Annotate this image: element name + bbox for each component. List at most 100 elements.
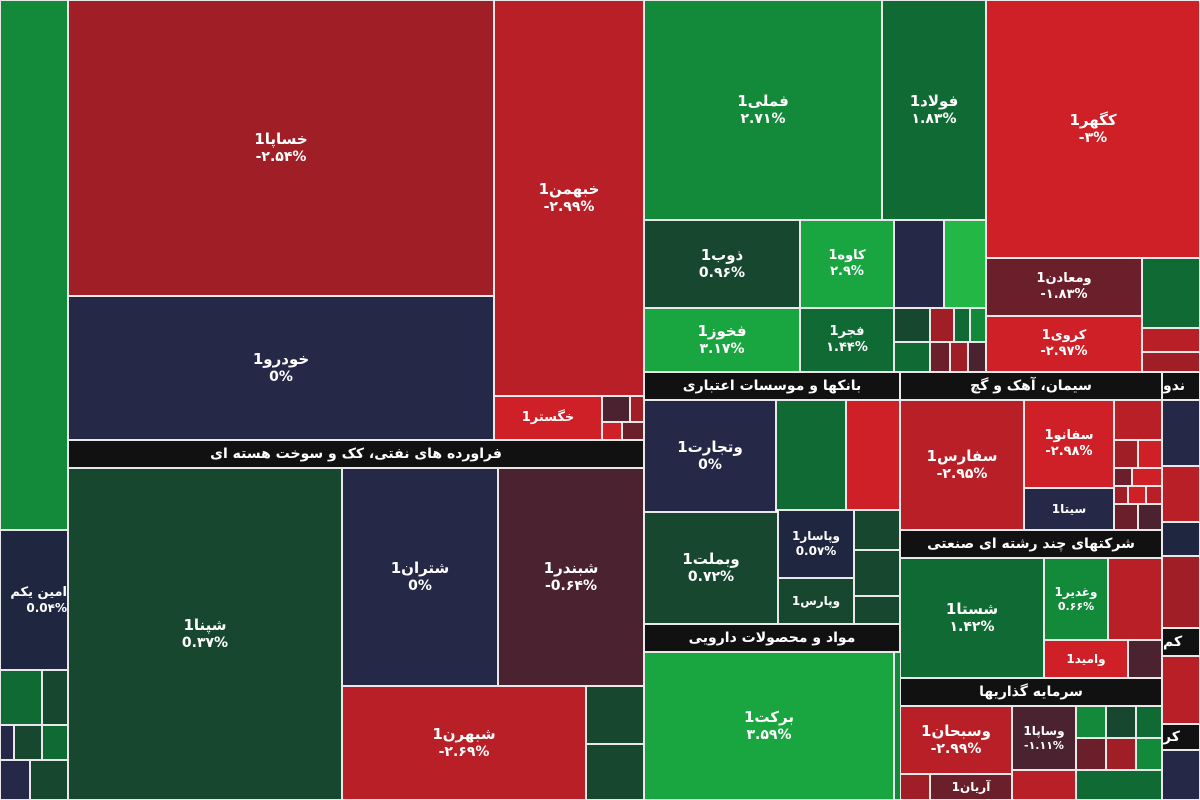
heatmap-tile[interactable] (894, 220, 944, 308)
heatmap-tile[interactable] (602, 422, 622, 440)
heatmap-tile[interactable] (776, 400, 846, 510)
heatmap-tile[interactable] (602, 396, 630, 422)
heatmap-tile-kgohar[interactable]: کگهر1 -۳% (986, 0, 1200, 258)
heatmap-tile-khbahman[interactable]: خبهمن1 -۲.۹۹% (494, 0, 644, 396)
heatmap-tile-arian[interactable]: آریان1 (930, 774, 1012, 800)
heatmap-tile[interactable] (622, 422, 644, 440)
heatmap-tile-foolad[interactable]: فولاد1 ۱.۸۳% (882, 0, 986, 220)
heatmap-tile-shatran[interactable]: شتران1 0% (342, 468, 498, 686)
sector-header-oil: فراورده های نفتی، کک و سوخت هسته ای (68, 440, 644, 468)
heatmap-tile-khgostar[interactable]: خگستر1 (494, 396, 602, 440)
heatmap-tile[interactable] (1162, 522, 1200, 556)
heatmap-tile[interactable] (1114, 486, 1128, 504)
heatmap-tile-vbemellat[interactable]: وبملت1 0.۷۲% (644, 512, 778, 624)
tile-change: ۳.۱۷% (699, 340, 745, 357)
heatmap-tile[interactable] (894, 308, 930, 342)
heatmap-tile[interactable] (0, 0, 68, 530)
heatmap-tile-shpana[interactable]: شپنا1 0.۳۷% (68, 468, 342, 800)
heatmap-tile-fajr[interactable]: فجر1 ۱.۴۴% (800, 308, 894, 372)
heatmap-tile-kravi[interactable]: کروی1 -۲.۹۷% (986, 316, 1142, 372)
heatmap-tile[interactable] (846, 400, 900, 510)
heatmap-tile-vsbhan[interactable]: وسبحان1 -۲.۹۹% (900, 706, 1012, 774)
heatmap-tile[interactable] (1136, 738, 1162, 770)
heatmap-tile-fkhooz[interactable]: فخوز1 ۳.۱۷% (644, 308, 800, 372)
heatmap-tile[interactable] (0, 760, 30, 800)
heatmap-tile-vpasar[interactable]: وپاسار1 0.0۷% (778, 510, 854, 578)
heatmap-tile[interactable] (586, 686, 644, 744)
heatmap-tile[interactable] (1012, 770, 1076, 800)
heatmap-tile-fameli[interactable]: فملی1 ۲.۷۱% (644, 0, 882, 220)
heatmap-tile-barekat[interactable]: برکت1 ۳.۵۹% (644, 652, 894, 800)
heatmap-tile[interactable] (42, 670, 68, 725)
heatmap-tile[interactable] (970, 308, 986, 342)
heatmap-tile[interactable] (900, 774, 930, 800)
heatmap-tile-khesapa[interactable]: خساپا1 -۲.۵۴% (68, 0, 494, 296)
heatmap-tile[interactable] (894, 342, 930, 372)
heatmap-tile[interactable] (1106, 706, 1136, 738)
heatmap-tile[interactable] (1162, 466, 1200, 522)
heatmap-tile-vtejarat[interactable]: وتجارت1 0% (644, 400, 776, 512)
heatmap-tile[interactable] (854, 550, 900, 596)
heatmap-tile[interactable] (954, 308, 970, 342)
heatmap-tile-sfano[interactable]: سفانو1 -۲.۹۸% (1024, 400, 1114, 488)
heatmap-tile-shasta[interactable]: شستا1 ۱.۴۲% (900, 558, 1044, 678)
heatmap-tile[interactable] (42, 725, 68, 760)
tile-symbol: شبهرن1 (432, 725, 496, 744)
heatmap-tile[interactable] (0, 725, 14, 760)
heatmap-tile-vamid[interactable]: وامید1 (1044, 640, 1128, 678)
heatmap-tile-sita[interactable]: سیتا1 (1024, 488, 1114, 530)
heatmap-tile[interactable] (1142, 352, 1200, 372)
heatmap-tile[interactable] (1076, 706, 1106, 738)
heatmap-tile[interactable] (1162, 556, 1200, 628)
heatmap-tile[interactable] (1106, 738, 1136, 770)
heatmap-tile[interactable] (30, 760, 68, 800)
heatmap-tile-zob[interactable]: ذوب1 0.۹۶% (644, 220, 800, 308)
heatmap-tile[interactable] (1146, 486, 1162, 504)
heatmap-tile[interactable] (1132, 468, 1162, 486)
heatmap-tile[interactable] (1076, 738, 1106, 770)
heatmap-tile-sfars[interactable]: سفارس1 -۲.۹۵% (900, 400, 1024, 530)
heatmap-tile-kaveh[interactable]: کاوه1 ۲.۹% (800, 220, 894, 308)
heatmap-tile[interactable] (930, 342, 950, 372)
heatmap-tile[interactable] (586, 744, 644, 800)
heatmap-tile-vpars[interactable]: وپارس1 (778, 578, 854, 624)
heatmap-tile[interactable] (1114, 400, 1162, 440)
heatmap-tile[interactable] (854, 596, 900, 624)
heatmap-tile[interactable] (968, 342, 986, 372)
heatmap-tile[interactable] (1162, 656, 1200, 724)
heatmap-tile[interactable] (1114, 468, 1132, 486)
heatmap-tile[interactable] (1138, 504, 1162, 530)
heatmap-tile[interactable] (1142, 328, 1200, 352)
heatmap-tile[interactable] (1138, 440, 1162, 468)
heatmap-tile-vghadir[interactable]: وغدیر1 0.۶۶% (1044, 558, 1108, 640)
heatmap-tile[interactable] (14, 725, 42, 760)
heatmap-tile[interactable] (930, 308, 954, 342)
heatmap-tile[interactable] (0, 670, 42, 725)
heatmap-tile-vsapa[interactable]: وساپا1 -۱.۱۱% (1012, 706, 1076, 770)
heatmap-tile-amin[interactable]: امین یکم 0.0۴% (0, 530, 68, 670)
heatmap-tile[interactable] (1114, 504, 1138, 530)
heatmap-tile[interactable] (1136, 706, 1162, 738)
tile-symbol: فولاد1 (909, 92, 959, 111)
heatmap-tile[interactable] (1128, 486, 1146, 504)
heatmap-tile[interactable] (1162, 750, 1200, 800)
heatmap-tile[interactable] (1162, 400, 1200, 466)
tile-change: ۲.۷۱% (740, 110, 786, 127)
tile-symbol: کگهر1 (1069, 111, 1117, 130)
heatmap-tile[interactable] (1076, 770, 1162, 800)
heatmap-tile[interactable] (1114, 440, 1138, 468)
heatmap-tile[interactable] (950, 342, 968, 372)
heatmap-tile[interactable] (630, 396, 644, 422)
heatmap-tile-shbandar[interactable]: شبندر1 -0.۶۴% (498, 468, 644, 686)
heatmap-tile[interactable] (944, 220, 986, 308)
heatmap-tile[interactable] (854, 510, 900, 550)
heatmap-tile[interactable] (1128, 640, 1162, 678)
heatmap-tile-khodro[interactable]: خودرو1 0% (68, 296, 494, 440)
tile-change: 0.۹۶% (698, 264, 746, 281)
tile-change: 0% (698, 456, 722, 473)
heatmap-tile[interactable] (1108, 558, 1162, 640)
heatmap-tile[interactable] (1142, 258, 1200, 328)
heatmap-tile-vamaaden[interactable]: ومعادن1 -۱.۸۳% (986, 258, 1142, 316)
sector-header-right-b: کر (1162, 724, 1200, 750)
heatmap-tile-shbahran[interactable]: شبهرن1 -۲.۶۹% (342, 686, 586, 800)
